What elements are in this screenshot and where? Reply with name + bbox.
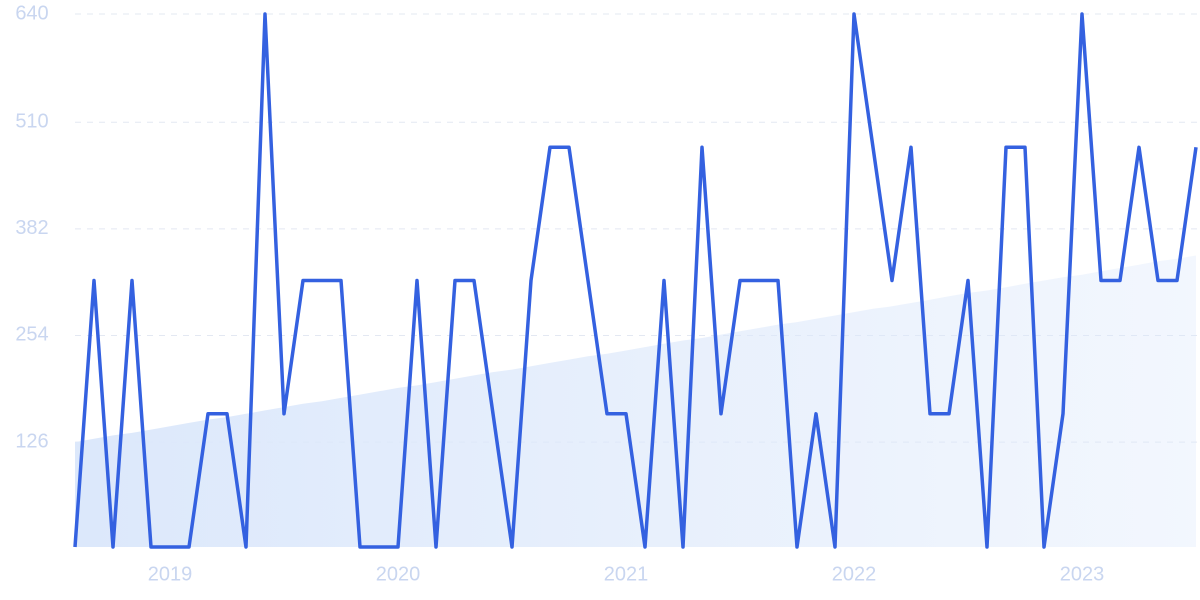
y-tick-label: 640 bbox=[15, 2, 48, 24]
data-line bbox=[73, 12, 1198, 549]
x-tick-label: 2021 bbox=[604, 563, 649, 585]
y-tick-label: 254 bbox=[15, 324, 48, 346]
x-tick-label: 2019 bbox=[148, 563, 193, 585]
x-tick-label: 2023 bbox=[1060, 563, 1105, 585]
y-tick-label: 382 bbox=[15, 217, 48, 239]
trend-area bbox=[75, 255, 1196, 547]
y-tick-label: 126 bbox=[15, 430, 48, 452]
x-tick-label: 2020 bbox=[376, 563, 421, 585]
y-tick-label: 510 bbox=[15, 111, 48, 133]
x-tick-label: 2022 bbox=[832, 563, 877, 585]
